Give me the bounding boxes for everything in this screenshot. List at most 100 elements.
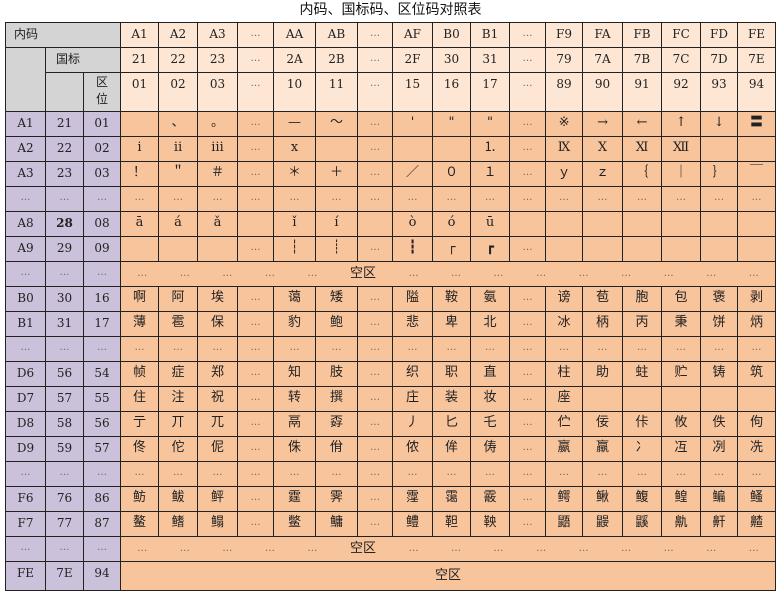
ellipsis-mark: …	[536, 543, 547, 554]
char-cell: …	[582, 186, 624, 212]
ellipsis-mark: …	[706, 268, 717, 279]
char-cell	[661, 386, 702, 412]
char-cell: 阿	[158, 286, 199, 312]
header-row-neima: 内码 A1 A2 A3… AA AB… AF B0 B1… F9 FA FB FC FD FE	[4, 22, 776, 48]
char-cell: 织	[392, 361, 434, 387]
char-cell: …	[357, 311, 394, 337]
char-cell: 冫	[622, 436, 663, 462]
char-cell: …	[700, 336, 739, 362]
char-cell: 佚	[700, 411, 739, 437]
char-cell: 鼯	[545, 511, 584, 537]
char-cell: …	[432, 336, 472, 362]
char-cell	[737, 386, 776, 412]
char-cell: 庄	[392, 386, 434, 412]
char-cell: ⒈	[470, 136, 511, 162]
row-quwei-cell: 03	[82, 161, 122, 187]
row-quwei-cell: …	[82, 536, 122, 562]
char-cell: 矮	[315, 286, 359, 312]
char-cell	[737, 136, 776, 162]
char-cell: 鼽	[661, 511, 702, 537]
char-cell: …	[622, 186, 663, 212]
char-cell: …	[237, 436, 275, 462]
row-neima-cell: B0	[5, 286, 46, 312]
char-cell: ＊	[273, 161, 317, 187]
char-cell: 鳄	[545, 486, 584, 512]
char-cell	[661, 211, 702, 237]
char-cell: …	[357, 136, 394, 162]
row-guobiao-cell: 56	[45, 361, 84, 387]
row-quwei-cell: 55	[82, 386, 122, 412]
char-cell: …	[237, 511, 275, 537]
empty-zone-cell: …………… 空区………………………	[120, 536, 776, 562]
char-cell: 羸	[582, 436, 624, 462]
char-cell: ⅲ	[197, 136, 239, 162]
char-cell: 贮	[661, 361, 702, 387]
char-cell: 饼	[700, 311, 739, 337]
ellipsis-mark: …	[621, 543, 632, 554]
char-cell: Ⅹ	[582, 136, 624, 162]
char-cell: 霭	[432, 486, 472, 512]
char-cell: …	[237, 186, 275, 212]
header-neima-cell: AB	[315, 22, 359, 48]
row-quwei-cell: 57	[82, 436, 122, 462]
char-cell: …	[509, 311, 547, 337]
char-cell: 鲍	[315, 311, 359, 337]
row-quwei-cell: …	[82, 461, 122, 487]
char-cell: 妆	[470, 386, 511, 412]
header-corner-blank-2	[45, 72, 84, 112]
header-neima-cell: …	[509, 22, 547, 48]
row-neima-cell: F6	[5, 486, 46, 512]
char-cell: 鳖	[273, 511, 317, 537]
row-neima-cell: F7	[5, 511, 46, 537]
char-cell: …	[357, 511, 394, 537]
char-cell: …	[158, 186, 199, 212]
char-cell: 鳋	[737, 486, 776, 512]
header-neima-cell: FB	[622, 22, 663, 48]
table-row: A3 23 03！＂＃… ＊＋… ／ ０ １… ｙ ｚ ｛｜｝ ￣	[5, 161, 776, 187]
row-quwei-cell: …	[82, 261, 122, 287]
row-guobiao-cell: 31	[45, 311, 84, 337]
char-cell: Ⅸ	[545, 136, 584, 162]
char-cell: '	[392, 111, 434, 137]
table-row: D9 59 57 佟佗伲… 侏佾… 侬侔俦… 嬴羸冫冱冽冼	[5, 436, 776, 462]
char-cell	[700, 211, 739, 237]
row-quwei-cell: …	[82, 336, 122, 362]
char-cell: 啊	[120, 286, 160, 312]
empty-zone-label: 空区	[349, 266, 376, 281]
table-row: B0 30 16 啊阿埃… 蔼矮… 隘鞍氨… 谤苞胞包褒剥	[5, 286, 776, 312]
char-cell: 保	[197, 311, 239, 337]
empty-zone-row: FE 7E 94 空区	[5, 561, 776, 591]
header-neima-cell: FD	[700, 22, 739, 48]
char-cell: …	[622, 461, 663, 487]
char-cell: 霁	[315, 486, 359, 512]
char-cell: …	[509, 511, 547, 537]
table-row: D6 56 54 帧症郑… 知肢… 织职直… 柱助蛀贮铸筑	[5, 361, 776, 387]
header-neima-cell: FE	[737, 22, 776, 48]
char-cell: 豹	[273, 311, 317, 337]
char-cell: 乇	[470, 411, 511, 437]
char-cell	[392, 136, 434, 162]
char-cell: 鲂	[120, 486, 160, 512]
char-cell: ┊	[315, 236, 359, 262]
char-cell: 鞍	[432, 286, 472, 312]
char-cell: 霪	[392, 486, 434, 512]
char-cell	[622, 386, 663, 412]
char-cell: 鲆	[197, 486, 239, 512]
char-cell: …	[661, 186, 702, 212]
char-cell: …	[357, 336, 394, 362]
char-cell: ā	[120, 211, 160, 237]
row-neima-cell: B1	[5, 311, 46, 337]
char-cell: …	[357, 486, 394, 512]
char-cell: 肢	[315, 361, 359, 387]
char-cell: …	[237, 161, 275, 187]
char-cell: 座	[545, 386, 584, 412]
char-cell: 霰	[470, 486, 511, 512]
char-cell: 冽	[700, 436, 739, 462]
char-cell: 褒	[700, 286, 739, 312]
header-quwei-cell: 15	[392, 72, 434, 112]
row-guobiao-cell: 28	[45, 211, 84, 237]
char-cell: ┌	[432, 236, 472, 262]
ellipsis-mark: …	[408, 543, 419, 554]
char-cell: 柱	[545, 361, 584, 387]
char-cell: 鼹	[582, 511, 624, 537]
